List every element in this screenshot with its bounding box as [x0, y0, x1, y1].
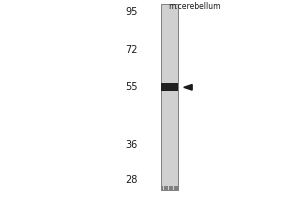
Text: 55: 55: [125, 82, 138, 92]
Text: 36: 36: [126, 140, 138, 150]
Bar: [161, 83, 178, 91]
Bar: [176, 186, 178, 190]
Text: 95: 95: [126, 7, 138, 17]
Bar: [174, 186, 176, 190]
Bar: [169, 186, 171, 190]
Bar: [166, 186, 168, 190]
Text: 72: 72: [125, 45, 138, 55]
Bar: [171, 186, 173, 190]
Text: 28: 28: [126, 175, 138, 185]
Polygon shape: [184, 85, 192, 90]
Text: m.cerebellum: m.cerebellum: [168, 2, 220, 11]
Bar: [161, 4, 178, 190]
Bar: [161, 186, 163, 190]
Bar: [164, 186, 166, 190]
